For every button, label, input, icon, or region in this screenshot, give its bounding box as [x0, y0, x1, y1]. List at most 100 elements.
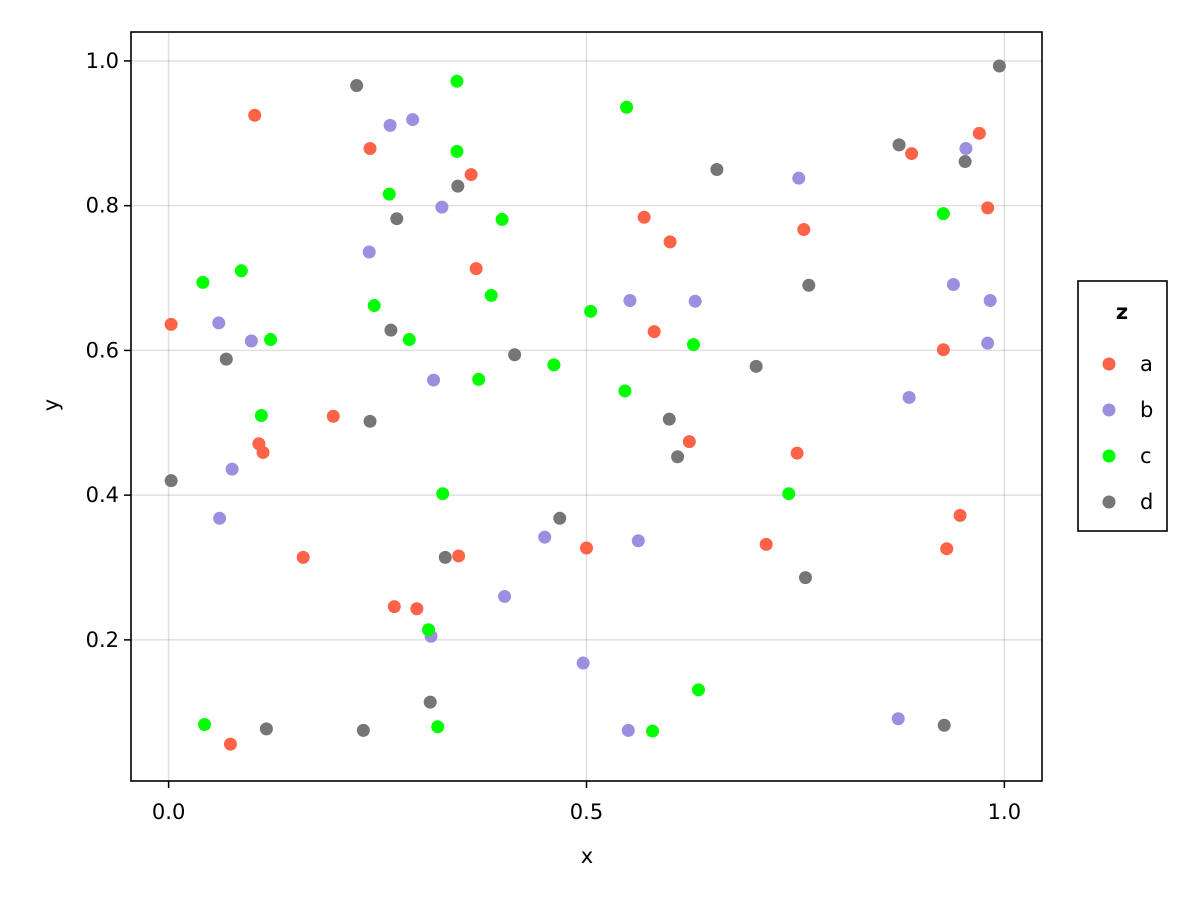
data-point-d: [423, 695, 437, 709]
data-point-c: [436, 487, 450, 501]
data-point-d: [164, 474, 178, 488]
legend-marker-b: [1102, 403, 1116, 417]
data-point-c: [691, 683, 705, 697]
data-point-b: [959, 142, 973, 156]
x-tick-label: 0.5: [570, 800, 603, 824]
data-point-b: [621, 723, 635, 737]
data-point-c: [547, 358, 561, 372]
data-point-a: [248, 108, 262, 122]
data-point-c: [782, 487, 796, 501]
data-point-d: [390, 212, 404, 226]
data-point-c: [450, 144, 464, 158]
legend-marker-d: [1102, 495, 1116, 509]
data-point-c: [382, 187, 396, 201]
y-axis-title: y: [39, 399, 63, 411]
data-point-a: [580, 541, 593, 555]
data-point-b: [891, 712, 905, 726]
data-point-a: [296, 550, 310, 564]
data-point-a: [452, 549, 466, 563]
data-point-b: [406, 113, 420, 127]
legend-marker-c: [1102, 449, 1116, 463]
legend-label-d: d: [1140, 490, 1153, 514]
data-point-b: [213, 511, 227, 525]
legend-label-c: c: [1140, 444, 1152, 468]
data-point-c: [618, 384, 632, 398]
data-point-c: [450, 74, 464, 88]
data-point-d: [553, 511, 567, 525]
data-point-b: [362, 245, 376, 259]
data-point-b: [383, 118, 397, 132]
data-point-c: [472, 372, 486, 386]
data-point-d: [992, 59, 1006, 73]
data-point-d: [892, 138, 906, 152]
data-point-a: [647, 325, 661, 339]
x-axis-title: x: [581, 844, 593, 868]
data-point-b: [538, 530, 552, 544]
data-point-d: [937, 718, 951, 732]
data-point-d: [508, 348, 522, 362]
data-point-b: [576, 656, 590, 670]
data-point-a: [469, 262, 483, 276]
data-point-c: [484, 288, 498, 302]
y-tick-label: 0.2: [86, 628, 119, 652]
axis-ticks: [124, 60, 1006, 788]
data-point-d: [451, 179, 465, 193]
data-point-a: [905, 147, 919, 161]
data-point-d: [219, 352, 233, 366]
data-point-a: [164, 317, 178, 331]
data-point-c: [264, 333, 278, 347]
y-tick-label: 0.8: [86, 194, 119, 218]
data-point-a: [940, 542, 954, 556]
data-point-a: [256, 445, 270, 459]
data-point-c: [584, 304, 598, 318]
data-point-c: [234, 264, 248, 278]
x-tick-label: 1.0: [988, 800, 1021, 824]
data-point-c: [196, 275, 210, 289]
data-point-b: [244, 334, 258, 348]
data-point-c: [422, 623, 436, 637]
legend-label-a: a: [1140, 352, 1153, 376]
data-point-a: [936, 343, 950, 357]
data-point-d: [958, 155, 972, 169]
x-tick-label: 0.0: [152, 800, 185, 824]
data-point-d: [438, 550, 452, 564]
legend-label-b: b: [1140, 398, 1153, 422]
data-point-d: [710, 162, 724, 176]
data-point-d: [350, 79, 364, 93]
data-point-a: [682, 435, 696, 449]
data-point-b: [902, 390, 916, 404]
data-point-b: [427, 373, 441, 387]
data-point-b: [983, 293, 997, 307]
data-point-c: [431, 720, 445, 734]
data-point-b: [946, 278, 960, 292]
y-tick-label: 1.0: [86, 49, 119, 73]
data-point-b: [212, 316, 226, 330]
data-point-b: [981, 336, 995, 350]
data-point-a: [663, 235, 677, 249]
legend-title: z: [1116, 300, 1128, 324]
data-point-b: [688, 294, 702, 308]
data-point-d: [798, 571, 812, 585]
legend-frame: [1077, 280, 1168, 532]
data-point-d: [259, 722, 273, 736]
data-point-d: [363, 414, 377, 428]
data-point-c: [367, 299, 381, 313]
data-point-a: [953, 508, 967, 522]
data-point-c: [198, 718, 212, 732]
data-point-a: [387, 600, 401, 614]
y-tick-label: 0.6: [86, 338, 119, 362]
data-point-c: [254, 409, 268, 423]
data-point-a: [797, 223, 811, 237]
data-point-d: [671, 450, 685, 464]
data-point-a: [790, 446, 804, 460]
data-point-a: [223, 737, 237, 751]
data-point-d: [662, 412, 676, 426]
data-point-c: [646, 724, 660, 738]
data-point-d: [384, 323, 398, 337]
data-point-a: [972, 126, 986, 140]
data-point-b: [623, 293, 637, 307]
